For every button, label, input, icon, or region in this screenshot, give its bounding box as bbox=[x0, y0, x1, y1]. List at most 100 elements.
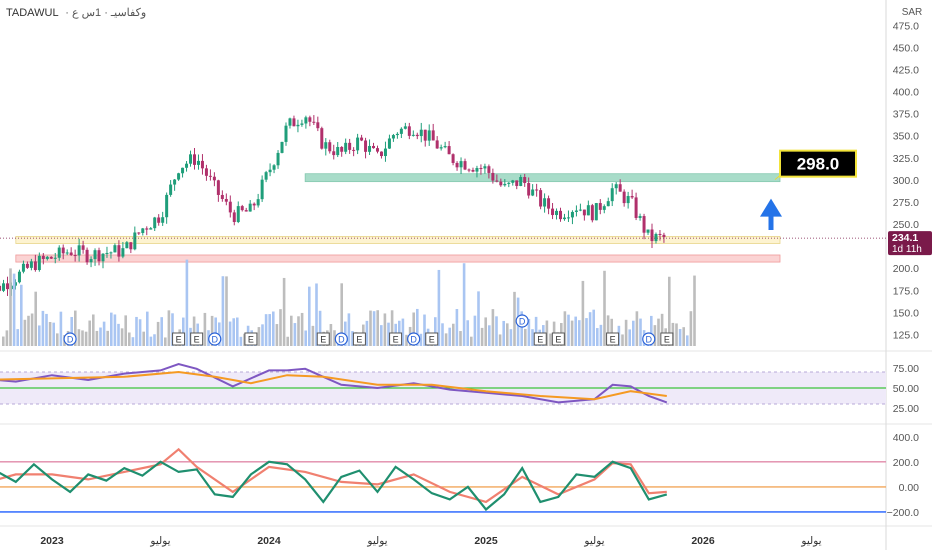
candle-body bbox=[244, 210, 248, 212]
candle-body bbox=[495, 180, 499, 182]
volume-bar bbox=[383, 313, 387, 346]
candle-body bbox=[45, 256, 49, 259]
candle-body bbox=[503, 183, 507, 186]
earnings-marker-label: E bbox=[194, 335, 200, 345]
volume-bar bbox=[311, 325, 315, 346]
candle-body bbox=[252, 203, 256, 206]
volume-bar bbox=[239, 336, 243, 346]
volume-bar bbox=[99, 327, 102, 346]
volume-bar bbox=[498, 334, 502, 346]
candle-body bbox=[272, 165, 276, 170]
candle-body bbox=[590, 205, 594, 221]
candle-body bbox=[360, 137, 364, 141]
earnings-marker bbox=[606, 332, 620, 346]
volume-bar bbox=[135, 316, 138, 346]
volume-bar bbox=[480, 327, 484, 346]
price-tick-label: 375.0 bbox=[893, 109, 919, 121]
volume-bar bbox=[264, 314, 268, 346]
volume-bar bbox=[124, 315, 127, 346]
volume-bar bbox=[412, 312, 415, 346]
candle-body bbox=[85, 249, 89, 263]
candle-body bbox=[582, 209, 586, 216]
candle-body bbox=[519, 177, 523, 186]
dividend-marker bbox=[208, 332, 222, 346]
volume-bar bbox=[315, 283, 318, 346]
volume-bar bbox=[513, 291, 516, 346]
volume-bar bbox=[146, 311, 149, 346]
candle-body bbox=[499, 181, 503, 186]
volume-bar bbox=[462, 263, 466, 346]
volume-bar bbox=[257, 327, 261, 346]
volume-bar bbox=[563, 311, 567, 346]
volume-bar bbox=[369, 310, 372, 346]
candle-body bbox=[81, 245, 85, 250]
volume-bar bbox=[279, 309, 282, 346]
volume-bar bbox=[624, 319, 628, 346]
candle-body bbox=[562, 217, 566, 220]
candle-body bbox=[459, 161, 463, 168]
volume-bar bbox=[444, 333, 448, 346]
candle-body bbox=[356, 137, 360, 151]
candle-body bbox=[507, 182, 511, 184]
volume-bar bbox=[459, 331, 462, 346]
candle-body bbox=[658, 233, 662, 235]
earnings-marker-label: E bbox=[176, 335, 182, 345]
price-tick-label: 175.0 bbox=[893, 285, 919, 297]
volume-bar bbox=[318, 310, 322, 346]
candle-body bbox=[427, 130, 431, 141]
volume-bar bbox=[171, 313, 174, 346]
candle-body bbox=[455, 162, 459, 168]
candle-body bbox=[395, 133, 399, 136]
candle-body bbox=[594, 203, 598, 221]
volume-bar bbox=[588, 312, 592, 346]
candle-body bbox=[300, 123, 304, 125]
candle-body bbox=[232, 212, 236, 223]
last-price-value: 234.1 bbox=[892, 232, 918, 244]
candle-body bbox=[511, 180, 515, 183]
target-arrow-head bbox=[760, 198, 782, 217]
candle-body bbox=[133, 232, 137, 250]
candle-body bbox=[308, 117, 312, 122]
volume-bar bbox=[603, 270, 606, 346]
earnings-marker bbox=[244, 332, 258, 346]
volume-bar bbox=[185, 259, 189, 346]
candle-body bbox=[523, 177, 527, 184]
candle-body bbox=[586, 205, 590, 216]
volume-bar bbox=[549, 333, 552, 346]
volume-bar bbox=[376, 310, 379, 346]
cci-line bbox=[0, 460, 668, 512]
volume-bar bbox=[34, 291, 37, 346]
volume-bar bbox=[128, 332, 131, 346]
candle-body bbox=[419, 129, 423, 137]
volume-bar bbox=[48, 322, 52, 346]
candle-body bbox=[539, 190, 543, 207]
candle-body bbox=[320, 128, 324, 149]
candle-body bbox=[423, 129, 427, 141]
candle-body bbox=[626, 196, 630, 204]
volume-bar bbox=[228, 321, 232, 346]
earnings-marker bbox=[389, 332, 403, 346]
dividend-marker bbox=[334, 332, 348, 346]
candle-body bbox=[33, 261, 37, 271]
volume-bar bbox=[693, 275, 696, 346]
earnings-marker-label: E bbox=[555, 335, 561, 345]
earnings-marker bbox=[551, 332, 565, 346]
candle-body bbox=[129, 242, 133, 250]
price-tick-label: 250.0 bbox=[893, 219, 919, 231]
candle-body bbox=[415, 134, 419, 137]
volume-bar bbox=[232, 318, 235, 346]
dividend-marker bbox=[407, 332, 421, 346]
candle-body bbox=[348, 142, 352, 150]
volume-bar bbox=[448, 327, 451, 346]
earnings-marker-label: E bbox=[393, 335, 399, 345]
target-label-value: 298.0 bbox=[797, 155, 840, 174]
candle-body bbox=[555, 210, 559, 216]
candle-body bbox=[117, 245, 121, 257]
volume-bar bbox=[473, 315, 477, 346]
volume-bar bbox=[2, 336, 5, 346]
candle-body bbox=[606, 201, 610, 207]
candle-body bbox=[602, 206, 606, 210]
volume-bar bbox=[596, 328, 599, 346]
price-zone bbox=[15, 254, 781, 263]
